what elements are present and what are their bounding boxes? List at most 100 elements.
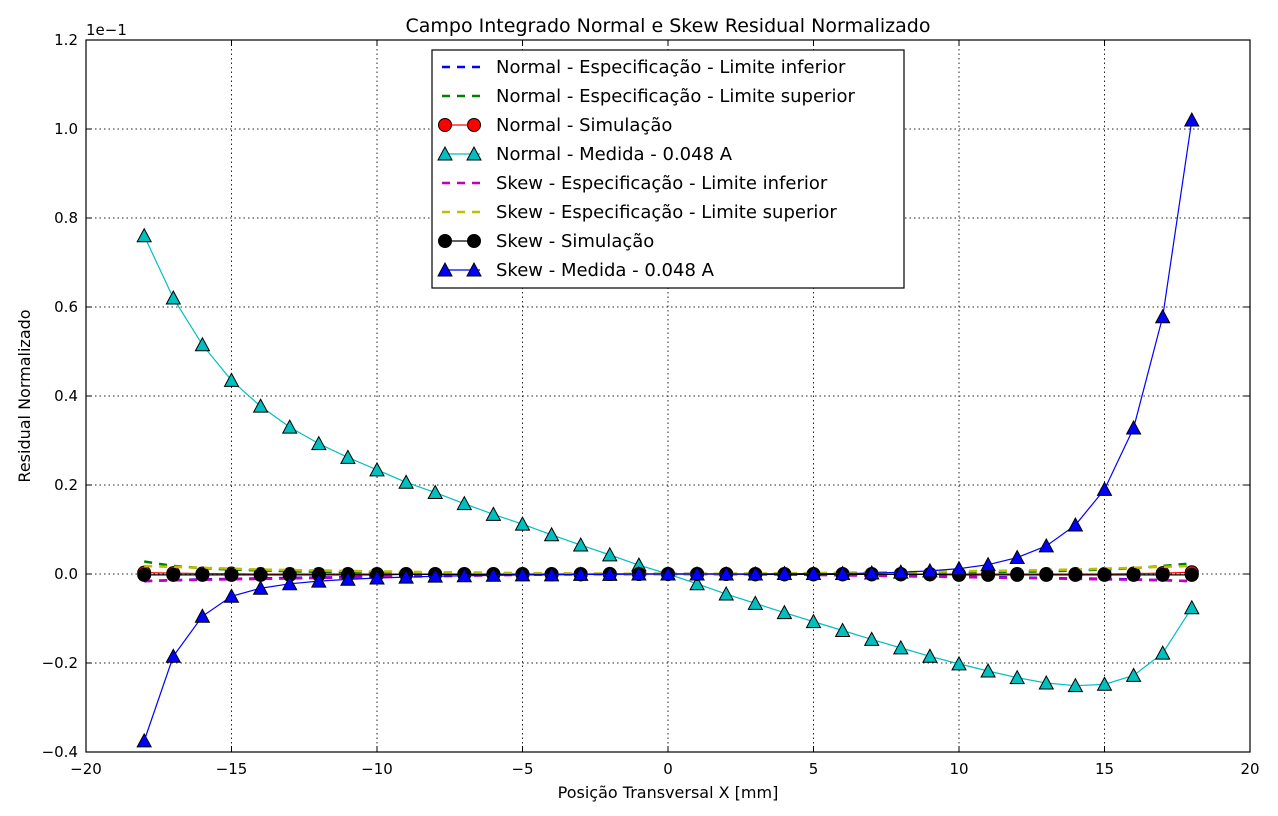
x-tick-label: 10 <box>949 760 968 778</box>
data-point <box>892 564 909 579</box>
chart-title: Campo Integrado Normal e Skew Residual N… <box>406 15 931 37</box>
data-point <box>660 565 676 581</box>
data-point <box>718 565 735 581</box>
data-point <box>951 560 967 576</box>
data-point <box>922 562 938 578</box>
data-point <box>1010 567 1025 582</box>
data-point <box>601 566 618 581</box>
data-point <box>1067 516 1084 532</box>
data-point <box>1068 567 1083 582</box>
y-tick-label: 1.2 <box>54 31 78 49</box>
data-point <box>1126 567 1141 582</box>
legend-entry: Skew - Especificação - Limite inferior <box>442 173 828 194</box>
data-point <box>252 398 269 413</box>
y-axis-offset-label: 1e−1 <box>86 21 127 39</box>
data-point <box>485 506 502 521</box>
data-point <box>398 474 414 489</box>
data-point <box>543 526 560 542</box>
data-point <box>543 566 560 582</box>
data-point <box>805 613 822 629</box>
data-point <box>456 567 473 583</box>
data-point <box>340 449 356 464</box>
data-point <box>310 435 327 451</box>
legend: Normal - Especificação - Limite inferior… <box>431 49 905 289</box>
data-point <box>456 495 473 511</box>
data-point <box>1038 674 1055 690</box>
data-point <box>1154 308 1171 324</box>
data-point <box>863 565 880 580</box>
data-point <box>601 546 618 562</box>
data-point <box>747 595 764 610</box>
data-point <box>572 566 589 581</box>
series-4 <box>136 227 1200 693</box>
legend-label: Skew - Especificação - Limite inferior <box>496 173 828 194</box>
series-8 <box>136 112 1200 748</box>
data-point <box>951 655 967 671</box>
legend-box <box>431 49 905 289</box>
data-point <box>223 372 240 387</box>
legend-entry: Normal - Especificação - Limite inferior <box>442 57 846 78</box>
x-tick-label: −20 <box>70 760 102 778</box>
data-point <box>631 565 647 581</box>
data-point <box>427 568 444 583</box>
data-point <box>223 588 240 603</box>
data-point <box>194 608 211 623</box>
legend-entry: Skew - Especificação - Limite superior <box>442 202 837 223</box>
data-point <box>805 565 822 581</box>
legend-marker <box>466 261 482 277</box>
y-tick-label: 0.4 <box>54 387 78 405</box>
legend-label: Skew - Simulação <box>496 231 654 252</box>
data-point <box>776 565 793 581</box>
data-point <box>1184 567 1199 582</box>
data-point <box>1097 567 1112 582</box>
legend-entry: Skew - Medida - 0.048 A <box>437 260 715 281</box>
y-tick-label: −0.2 <box>42 654 78 672</box>
data-point <box>1154 645 1171 660</box>
legend-label: Normal - Especificação - Limite superior <box>496 86 855 107</box>
data-point <box>1183 112 1200 127</box>
data-point <box>1009 549 1026 564</box>
data-point <box>514 516 531 531</box>
data-point <box>718 585 735 601</box>
legend-marker <box>438 234 452 248</box>
x-tick-label: 0 <box>663 760 673 778</box>
data-point <box>369 461 385 477</box>
legend-entry: Normal - Especificação - Limite superior <box>442 86 855 107</box>
data-point <box>747 565 764 581</box>
legend-marker <box>467 118 481 132</box>
x-axis-label: Posição Transversal X [mm] <box>558 783 779 802</box>
data-point <box>165 648 182 663</box>
data-point <box>195 567 210 582</box>
data-point <box>689 575 705 591</box>
legend-label: Normal - Simulação <box>496 115 672 136</box>
y-tick-label: 0.8 <box>54 209 78 227</box>
legend-marker <box>466 145 482 161</box>
y-tick-label: 1.0 <box>54 120 78 138</box>
legend-entry: Normal - Simulação <box>438 115 672 136</box>
legend-marker <box>437 261 453 277</box>
legend-label: Normal - Medida - 0.048 A <box>496 144 733 165</box>
legend-entry: Normal - Medida - 0.048 A <box>437 144 733 165</box>
data-point <box>922 648 938 663</box>
data-point <box>1038 537 1055 553</box>
legend-label: Normal - Especificação - Limite inferior <box>496 57 846 78</box>
data-point <box>776 604 793 620</box>
data-point <box>281 575 298 591</box>
data-point <box>281 419 298 434</box>
data-point <box>1067 677 1084 693</box>
data-point <box>310 573 327 588</box>
data-point <box>136 732 153 748</box>
y-tick-label: 0.6 <box>54 298 78 316</box>
data-point <box>980 662 996 678</box>
data-point <box>834 622 851 637</box>
data-point <box>136 227 153 243</box>
data-point <box>252 580 269 595</box>
data-point <box>1183 599 1200 615</box>
data-point <box>1096 481 1113 496</box>
data-point <box>485 567 502 582</box>
data-point <box>165 290 182 305</box>
data-point <box>892 639 909 655</box>
data-point <box>1096 676 1113 691</box>
data-point <box>689 565 705 581</box>
